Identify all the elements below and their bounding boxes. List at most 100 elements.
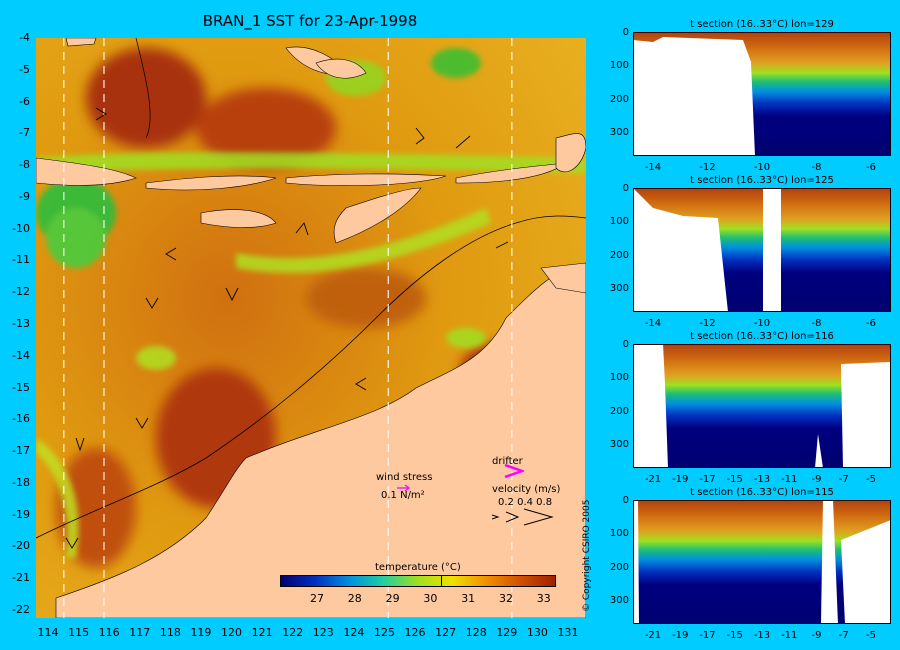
drifter-label: drifter xyxy=(492,456,523,467)
section-lat-tick: -6 xyxy=(866,162,876,173)
map-lon-tick: 128 xyxy=(465,626,487,639)
section-depth-tick: 0 xyxy=(622,495,629,506)
section-depth-tick: 100 xyxy=(609,60,629,72)
map-lat-tick: -11 xyxy=(12,253,30,267)
temperature-section-plot xyxy=(633,32,891,156)
map-lon-tick: 130 xyxy=(526,626,548,639)
colorbar-tick: 30 xyxy=(423,592,438,605)
section-depth-tick: 300 xyxy=(609,439,629,451)
map-lat-tick: -4 xyxy=(19,31,30,44)
section-seafloor-mask xyxy=(841,520,891,624)
section-lat-tick: -11 xyxy=(781,474,798,485)
section-seafloor-mask xyxy=(633,37,755,156)
map-lat-tick: -18 xyxy=(12,475,30,489)
section-lat-tick: -15 xyxy=(726,630,743,641)
section-title: t section (16..33°C) lon=125 xyxy=(690,175,834,186)
map-lat-tick: -19 xyxy=(12,507,30,521)
copyright-notice: © Copyright CSIRO 2005 xyxy=(582,499,592,612)
map-lat-tick: -12 xyxy=(12,285,30,299)
map-lat-tick: -15 xyxy=(12,380,30,394)
colorbar-tick: 31 xyxy=(461,592,476,605)
section-lat-tick: -7 xyxy=(838,630,849,641)
section-depth-tick: 300 xyxy=(609,283,629,295)
temperature-section-plot xyxy=(633,500,891,624)
map-lat-tick: -14 xyxy=(12,348,30,362)
temperature-section-plot xyxy=(633,344,891,468)
colorbar-tick: 29 xyxy=(385,592,400,605)
section-depth-tick: 0 xyxy=(622,183,629,194)
bathymetry-contour xyxy=(36,215,586,539)
map-lon-tick: 129 xyxy=(496,626,518,639)
section-depth-tick: 200 xyxy=(609,405,629,417)
section-lat-tick: -19 xyxy=(672,630,689,641)
colorbar-tick: 33 xyxy=(536,592,551,605)
section-seafloor-mask xyxy=(763,188,781,312)
map-lat-tick: -20 xyxy=(12,539,30,553)
section-depth-tick: 0 xyxy=(622,27,629,38)
colorbar-tick: 32 xyxy=(499,592,513,605)
section-seafloor-mask xyxy=(633,344,668,468)
drifter-icon xyxy=(504,463,524,479)
section-depth-tick: 0 xyxy=(622,339,629,350)
map-lon-tick: 127 xyxy=(435,626,457,639)
sumba-island xyxy=(200,209,277,228)
wind-stress-scale-arrow xyxy=(397,484,410,492)
map-lon-tick: 122 xyxy=(282,626,304,639)
colorbar-tick: 28 xyxy=(347,592,362,605)
map-lat-tick: -7 xyxy=(19,126,30,140)
section-depth-tick: 300 xyxy=(609,127,629,139)
temperature-section-plot xyxy=(633,188,891,312)
section-depth-tick: 200 xyxy=(609,561,629,573)
section-lat-tick: -12 xyxy=(699,318,716,329)
section-lat-tick: -19 xyxy=(672,474,689,485)
map-title: BRAN_1 SST for 23-Apr-1998 xyxy=(202,12,418,30)
map-lat-tick: -5 xyxy=(19,62,30,76)
map-lat-tick: -10 xyxy=(12,221,30,235)
map-lon-tick: 114 xyxy=(37,626,59,639)
velocity-scale-arrows xyxy=(492,508,554,526)
section-depth-tick: 200 xyxy=(609,249,629,261)
section-lat-tick: -17 xyxy=(699,474,716,485)
map-lon-tick: 115 xyxy=(68,626,90,639)
map-lon-tick: 119 xyxy=(190,626,212,639)
map-lon-tick: 126 xyxy=(404,626,426,639)
section-lat-tick: -5 xyxy=(866,630,876,641)
section-lat-tick: -15 xyxy=(726,474,743,485)
section-lat-tick: -11 xyxy=(781,630,798,641)
map-lon-tick: 118 xyxy=(159,626,181,639)
section-lat-tick: -5 xyxy=(866,474,876,485)
land-masses xyxy=(36,38,586,618)
section-lat-tick: -17 xyxy=(699,630,716,641)
map-lon-tick: 120 xyxy=(221,626,243,639)
sst-map xyxy=(36,38,586,618)
section-lat-tick: -6 xyxy=(866,318,876,329)
section-lat-tick: -9 xyxy=(811,474,822,485)
section-title: t section (16..33°C) lon=115 xyxy=(690,487,834,498)
section-title: t section (16..33°C) lon=129 xyxy=(690,19,834,30)
map-lon-tick: 117 xyxy=(129,626,151,639)
section-seafloor-mask xyxy=(815,434,823,468)
temperature-colorbar xyxy=(280,575,556,587)
section-seafloor-mask xyxy=(841,362,891,468)
map-lat-tick: -9 xyxy=(19,189,30,203)
section-lat-tick: -21 xyxy=(644,630,662,641)
map-lat-tick: -13 xyxy=(12,317,30,330)
section-depth-tick: 100 xyxy=(609,528,629,540)
map-lat-tick: -22 xyxy=(12,603,30,616)
timor-island xyxy=(333,187,422,244)
section-lat-tick: -9 xyxy=(811,630,822,641)
section-lat-tick: -10 xyxy=(753,318,771,329)
map-lat-tick: -21 xyxy=(12,571,30,585)
section-lat-tick: -10 xyxy=(753,162,771,173)
colorbar-tick: 27 xyxy=(310,592,324,605)
map-lat-tick: -17 xyxy=(12,444,30,458)
colorbar-label: temperature (°C) xyxy=(375,562,461,573)
section-lines xyxy=(63,38,513,618)
velocity-values: 0.2 0.4 0.8 xyxy=(498,497,553,508)
section-seafloor-mask xyxy=(633,500,639,624)
map-lat-tick: -6 xyxy=(19,94,30,108)
section-lat-tick: -13 xyxy=(753,474,771,485)
section-depth-tick: 300 xyxy=(609,595,629,607)
velocity-label: velocity (m/s) xyxy=(492,484,561,495)
map-lon-tick: 125 xyxy=(373,626,395,639)
